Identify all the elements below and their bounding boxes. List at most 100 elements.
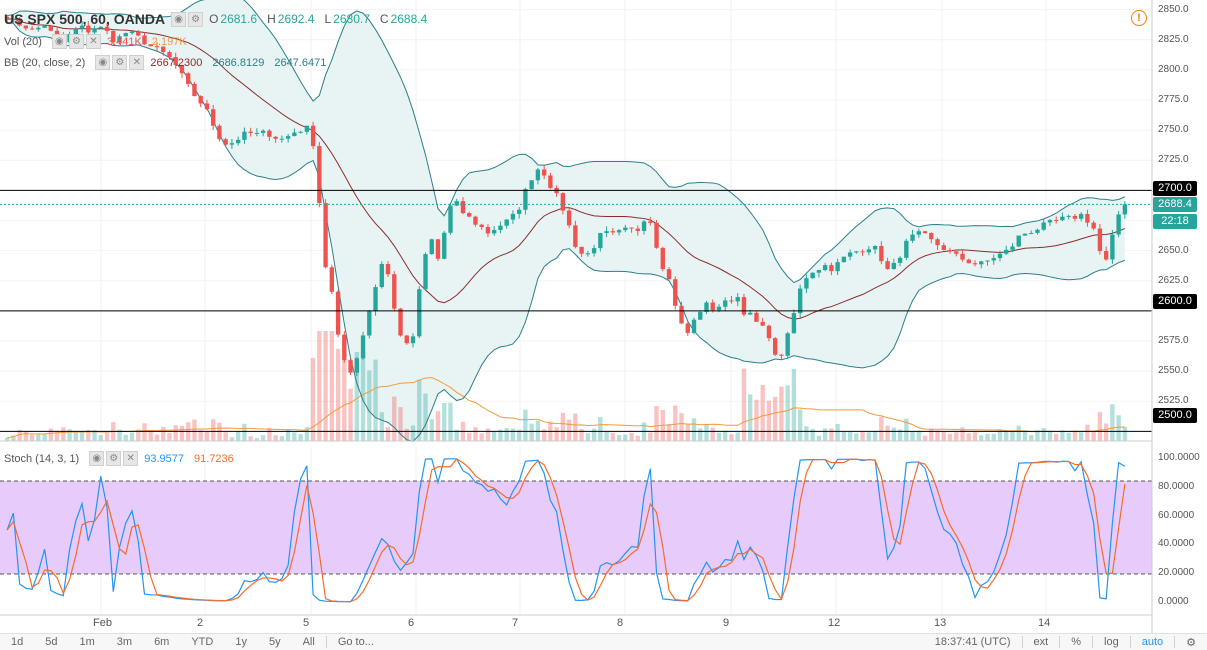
horizontal-price-lines[interactable] (0, 189, 1152, 432)
range-3m[interactable]: 3m (116, 636, 133, 648)
volume-bar (847, 432, 853, 441)
candle-body (810, 272, 815, 279)
candle-body (285, 136, 291, 139)
candle-body (460, 201, 466, 214)
volume-bar (1047, 430, 1053, 441)
candle-body (23, 25, 29, 29)
volume-bar (523, 409, 528, 441)
volume-bar (348, 388, 353, 441)
candle-body (785, 333, 790, 356)
candle-body (11, 18, 16, 20)
candle-body (498, 225, 503, 230)
volume-bar (279, 436, 285, 441)
volume-bar (129, 432, 135, 441)
range-1d[interactable]: 1d (11, 636, 24, 648)
low-value: 2680.7 (333, 12, 370, 26)
eye-icon[interactable]: ◉ (95, 55, 111, 70)
goto-button[interactable]: Go to... (337, 636, 374, 648)
range-ytd[interactable]: YTD (191, 636, 214, 648)
symbol-title[interactable]: US SPX 500, 60, OANDA (4, 11, 166, 27)
stoch-k-value: 93.9577 (144, 452, 184, 465)
symbol-legend: US SPX 500, 60, OANDA ◉ ⚙ O 2681.6 H 269… (4, 11, 437, 27)
volume-bar (748, 394, 753, 441)
auto-toggle[interactable]: auto (1141, 636, 1164, 648)
candle-body (198, 96, 203, 104)
settings-icon[interactable]: ⚙ (106, 451, 122, 466)
open-value: 2681.6 (220, 12, 258, 26)
candle-body (604, 231, 609, 234)
volume-bar (1122, 426, 1128, 441)
candle-body (292, 132, 297, 137)
candle-body (516, 209, 522, 214)
eye-icon[interactable]: ◉ (89, 451, 105, 466)
candle-body (641, 221, 647, 231)
chart-canvas[interactable] (0, 0, 1207, 633)
candle-body (1085, 213, 1090, 223)
volume-label[interactable]: Vol (20) (4, 35, 42, 48)
volume-bar (966, 433, 971, 441)
candle-body (854, 251, 859, 253)
percent-toggle[interactable]: % (1071, 636, 1082, 648)
bottom-right-controls: 18:37:41 (UTC) ext % log auto ⚙ (924, 636, 1207, 649)
stoch-band-fill (0, 481, 1152, 574)
candle-body (548, 175, 553, 188)
divider (1129, 636, 1131, 648)
range-5y[interactable]: 5y (268, 636, 281, 648)
volume-bar (904, 418, 909, 441)
candle-body (985, 260, 990, 262)
range-all[interactable]: All (302, 636, 315, 648)
volume-bar (729, 434, 734, 441)
candle-body (111, 31, 116, 43)
range-1m[interactable]: 1m (79, 636, 95, 648)
candle-body (392, 274, 397, 309)
volume-bar (1078, 432, 1084, 441)
time-tick-label: 6 (408, 617, 415, 629)
close-icon[interactable]: ✕ (123, 451, 139, 466)
volume-bar (54, 430, 60, 441)
volume-bar (510, 428, 516, 441)
candle-body (885, 261, 890, 269)
candle-body (136, 31, 141, 36)
range-5d[interactable]: 5d (45, 636, 58, 648)
range-6m[interactable]: 6m (154, 636, 170, 648)
log-toggle[interactable]: log (1104, 636, 1119, 648)
volume-bar (79, 432, 85, 441)
volume-bar (1035, 430, 1040, 441)
volume-bar (504, 427, 509, 441)
range-1y[interactable]: 1y (235, 636, 247, 648)
alert-icon[interactable]: ! (1131, 10, 1147, 26)
candle-body (442, 232, 447, 259)
volume-bar (854, 433, 859, 441)
settings-icon[interactable]: ⚙ (112, 55, 128, 70)
close-icon[interactable]: ✕ (129, 55, 145, 70)
candle-body (560, 193, 566, 211)
divider (1092, 636, 1094, 648)
volume-bar (1066, 432, 1071, 441)
eye-icon[interactable]: ◉ (171, 11, 187, 27)
ext-toggle[interactable]: ext (1033, 636, 1049, 648)
candle-body (479, 224, 484, 227)
eye-icon[interactable]: ◉ (51, 34, 67, 49)
volume-bar (610, 432, 616, 441)
candle-body (1091, 222, 1096, 229)
volume-bar (654, 406, 659, 441)
close-icon[interactable]: ✕ (85, 34, 101, 49)
candle-body (841, 256, 847, 263)
settings-icon[interactable]: ⚙ (188, 11, 204, 27)
gear-icon[interactable]: ⚙ (1186, 636, 1196, 649)
candle-body (317, 146, 322, 204)
price-tick-label: 2825.0 (1158, 33, 1189, 45)
stoch-label[interactable]: Stoch (14, 3, 1) (4, 452, 80, 465)
bb-label[interactable]: BB (20, close, 2) (4, 56, 86, 69)
volume-bar (392, 396, 397, 441)
settings-icon[interactable]: ⚙ (68, 34, 84, 49)
volume-bar (23, 431, 29, 441)
candle-body (760, 321, 765, 326)
volume-bar (229, 437, 235, 441)
volume-bar (285, 430, 291, 441)
volume-bar (585, 433, 591, 441)
volume-bar (273, 435, 278, 441)
volume-bar (954, 432, 959, 441)
volume-bar (117, 429, 122, 441)
volume-bar (1097, 412, 1103, 441)
